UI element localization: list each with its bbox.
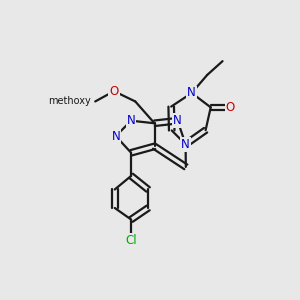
Text: N: N xyxy=(173,114,182,127)
Text: N: N xyxy=(127,114,136,127)
Text: Cl: Cl xyxy=(125,233,137,247)
Text: O: O xyxy=(226,101,235,114)
Text: N: N xyxy=(188,86,196,100)
Text: N: N xyxy=(111,130,120,142)
Text: N: N xyxy=(181,138,190,151)
Text: methoxy: methoxy xyxy=(48,96,91,106)
Text: O: O xyxy=(109,85,119,98)
